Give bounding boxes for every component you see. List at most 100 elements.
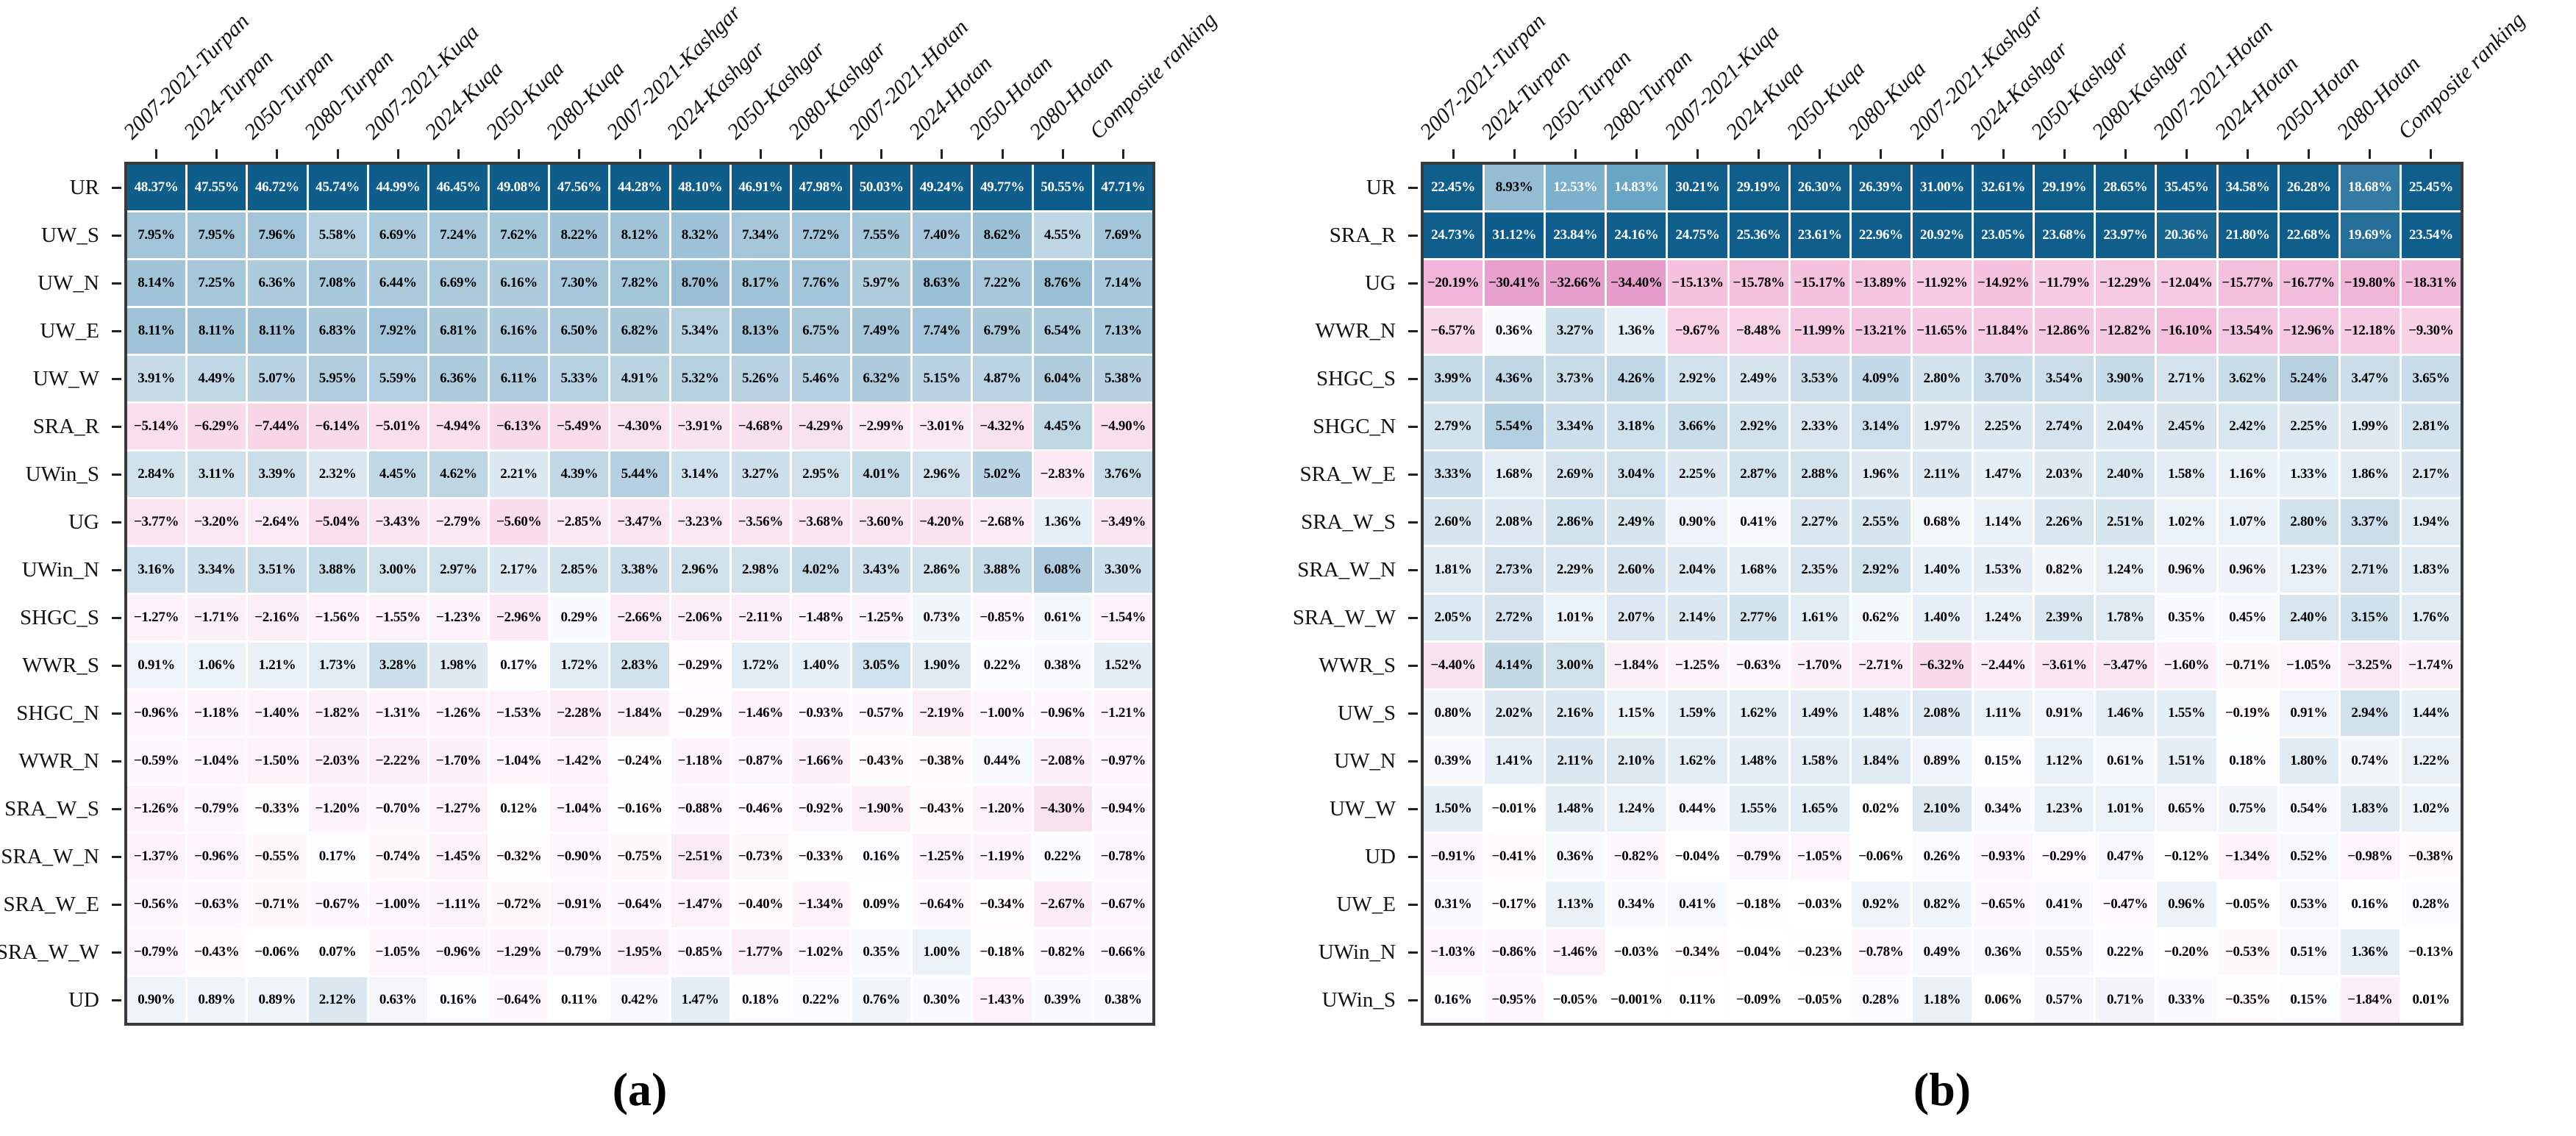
heatmap-cell: −1.20% [973,786,1032,832]
heatmap-cell: 1.55% [2157,690,2216,736]
heatmap-cell: −1.56% [308,595,367,640]
heatmap-cell: 3.65% [2401,356,2461,401]
heatmap-cell: 7.62% [490,212,549,258]
row-label: UW_N [38,271,99,295]
heatmap-cell: 1.02% [2157,499,2216,545]
heatmap-cell: 8.32% [671,212,729,258]
heatmap-cell: 4.09% [1851,356,1910,401]
heatmap-cell: 3.18% [1607,404,1666,449]
heatmap-cell: 4.14% [1485,643,1544,688]
heatmap-cell: 1.61% [1790,595,1849,640]
heatmap-cell: 0.31% [1424,882,1483,927]
heatmap-cell: 0.75% [2218,786,2277,832]
row-label: SHGC_N [1313,415,1396,438]
heatmap-cell: −1.05% [2279,643,2338,688]
heatmap-cell: −1.19% [973,834,1032,879]
heatmap-cell: 0.49% [1912,929,1972,975]
heatmap-cell: 0.15% [1974,738,2033,784]
heatmap-cell: 0.68% [1912,499,1972,545]
y-axis-tick [1408,473,1418,476]
heatmap-cell: −2.68% [973,499,1032,545]
heatmap-cell: 3.43% [852,547,911,593]
heatmap-cell: 1.97% [1912,404,1972,449]
heatmap-cell: 0.89% [188,977,246,1023]
heatmap-cell: −11.65% [1912,308,1972,354]
heatmap-cell: −15.78% [1729,260,1788,306]
heatmap-cell: 0.96% [2218,547,2277,593]
heatmap-cell: 2.17% [2401,451,2461,497]
heatmap-cell: 32.61% [1974,165,2033,210]
heatmap-cell: 1.36% [2340,929,2400,975]
heatmap-cell: 1.40% [1912,595,1972,640]
heatmap-cell: 0.28% [1851,977,1910,1023]
heatmap-cell: 1.62% [1668,738,1727,784]
row-label: WWR_N [1315,319,1396,343]
heatmap-cell: 2.77% [1729,595,1788,640]
x-axis-tick [2124,149,2127,159]
heatmap-cell: 1.33% [2279,451,2338,497]
heatmap-cell: −12.96% [2279,308,2338,354]
x-axis-tick [518,149,521,159]
heatmap-cell: −4.20% [913,499,971,545]
heatmap-cell: 2.71% [2157,356,2216,401]
heatmap-cell: 5.32% [671,356,729,401]
heatmap-cell: 0.62% [1851,595,1910,640]
heatmap-cell: 1.72% [550,643,609,688]
heatmap-cell: −34.40% [1607,260,1666,306]
x-axis-tick [1696,149,1699,159]
heatmap-cell: 6.08% [1033,547,1092,593]
heatmap-cell: 1.51% [2157,738,2216,784]
heatmap-cell: 0.76% [852,977,911,1023]
heatmap-cell: −1.84% [610,690,669,736]
heatmap-cell: 6.50% [550,308,609,354]
heatmap-cell: 0.57% [2035,977,2094,1023]
heatmap-cell: 0.22% [791,977,851,1023]
row-label: SRA_W_E [3,893,100,916]
heatmap-cell: −1.54% [1093,595,1152,640]
heatmap-cell: 7.95% [188,212,246,258]
heatmap-cell: −1.31% [368,690,427,736]
heatmap-cell: −0.41% [1485,834,1544,879]
heatmap-cell: 26.30% [1790,165,1849,210]
heatmap-cell: −0.59% [127,738,186,784]
heatmap-cell: 0.89% [1912,738,1972,784]
heatmap-cell: 6.75% [791,308,851,354]
x-axis-tick [1758,149,1760,159]
row-label: UG [68,510,99,534]
row-label: UWin_S [1321,988,1396,1012]
heatmap-cell: 2.73% [1485,547,1544,593]
heatmap-cell: 1.72% [731,643,790,688]
heatmap-cell: −1.34% [791,882,851,927]
heatmap-cell: −2.11% [731,595,790,640]
heatmap-cell: 0.11% [1668,977,1727,1023]
heatmap-cell: 2.81% [2401,404,2461,449]
heatmap-cell: −0.06% [248,929,307,975]
x-axis-tick [578,149,581,159]
heatmap-cell: −1.53% [490,690,549,736]
heatmap-cell: 2.80% [1912,356,1972,401]
heatmap-cell: 23.05% [1974,212,2033,258]
row-label: SRA_W_W [1292,606,1396,629]
heatmap-cell: −9.30% [2401,308,2461,354]
heatmap-cell: 2.39% [2035,595,2094,640]
heatmap-cell: −0.93% [791,690,851,736]
heatmap-cell: 2.03% [2035,451,2094,497]
heatmap-cell: 24.73% [1424,212,1483,258]
heatmap-cell: −1.37% [127,834,186,879]
heatmap-cell: 7.25% [188,260,246,306]
heatmap-cell: 3.62% [2218,356,2277,401]
heatmap-cell: 2.05% [1424,595,1483,640]
heatmap-cell: −1.05% [368,929,427,975]
heatmap-cell: 2.11% [1546,738,1605,784]
heatmap-cell: 20.36% [2157,212,2216,258]
heatmap-cell: −2.03% [308,738,367,784]
heatmap-cell: 46.72% [248,165,307,210]
heatmap-cell: −3.25% [2340,643,2400,688]
heatmap-cell: 7.08% [308,260,367,306]
heatmap-cell: 2.60% [1607,547,1666,593]
heatmap-cell: 1.48% [1546,786,1605,832]
x-axis-tick [1121,149,1124,159]
heatmap-cell: 7.49% [852,308,911,354]
heatmap-cell: −3.60% [852,499,911,545]
heatmap-cell: −2.19% [913,690,971,736]
